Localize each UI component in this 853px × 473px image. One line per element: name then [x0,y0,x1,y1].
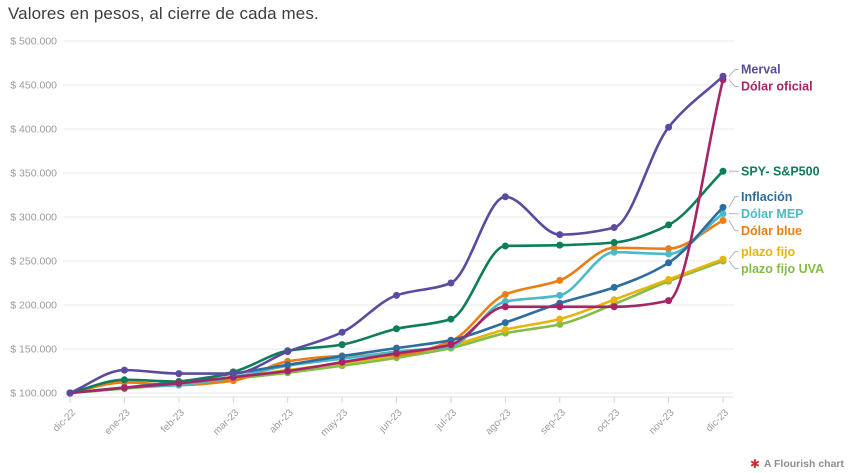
x-axis-tick-label: feb-23 [159,407,187,435]
series-dot-merval [501,193,509,201]
series-dot-inflaci-n [665,259,673,267]
series-dot-merval [229,370,237,378]
label-leader-line [728,79,739,87]
x-axis-tick-label: abr-23 [268,407,297,436]
series-end-label-spy-s-p500: SPY- S&P500 [741,164,820,178]
series-dot-inflaci-n [610,283,618,291]
series-end-label-inflaci-n: Inflación [741,190,792,204]
label-leader-line [728,220,739,232]
series-dot-spy-s-p500 [447,315,455,323]
series-dot-inflaci-n [501,319,509,327]
series-dot-merval [66,389,74,397]
series-dot-spy-s-p500 [665,221,673,229]
series-end-label-d-lar-oficial: Dólar oficial [741,80,813,94]
series-dot-merval [284,348,292,356]
series-dot-d-lar-blue [556,276,564,284]
series-end-label-d-lar-blue: Dólar blue [741,224,802,238]
series-dot-merval [719,72,727,80]
series-dot-plazo-fijo-uva [556,320,564,328]
series-dot-merval [175,370,183,378]
series-dot-merval [338,328,346,336]
series-dot-d-lar-oficial [338,358,346,366]
series-dot-merval [393,291,400,299]
y-axis-tick-label: $ 250.000 [10,256,57,268]
series-dot-plazo-fijo [665,275,673,283]
x-axis-tick-label: ene-23 [103,407,133,437]
label-leader-line [728,69,739,77]
x-axis-tick-label: dic-22 [51,407,78,434]
x-axis-tick-label: nov-23 [647,407,677,437]
series-dot-spy-s-p500 [719,167,727,175]
series-dot-inflaci-n [338,352,346,360]
series-end-label-plazo-fijo-uva: plazo fijo UVA [741,262,824,276]
y-axis-tick-label: $ 200.000 [10,300,57,312]
series-dot-spy-s-p500 [610,239,618,247]
series-dot-merval [665,123,673,131]
chart-title: Valores en pesos, al cierre de cada mes. [8,4,319,23]
series-dot-d-lar-oficial [284,367,292,375]
x-axis-tick-label: oct-23 [595,407,623,435]
label-leader-line [728,251,739,260]
series-line-merval [68,74,725,395]
series-dot-d-lar-oficial [120,384,128,392]
series-dot-d-lar-oficial [175,379,183,387]
series-dot-merval [120,366,128,374]
series-dot-spy-s-p500 [501,242,509,250]
label-leader-line [728,260,739,270]
y-axis-tick-label: $ 450.000 [10,80,57,92]
x-axis-tick-label: sep-23 [538,407,568,437]
series-dot-d-lar-mep [610,248,618,256]
label-leader-line [728,196,739,208]
series-dot-d-lar-oficial [556,303,564,311]
series-dot-d-lar-mep [501,297,509,305]
series-dot-plazo-fijo [610,296,618,304]
flourish-flower-icon: ✱ [749,457,760,471]
y-axis-tick-label: $ 150.000 [10,344,57,356]
series-dot-d-lar-mep [719,209,727,217]
x-axis-tick-label: jun-23 [376,407,404,435]
y-axis-tick-label: $ 400.000 [10,124,57,136]
series-dot-d-lar-oficial [393,349,400,357]
y-axis-tick-label: $ 300.000 [10,212,57,224]
series-dot-d-lar-oficial [447,341,455,349]
series-end-label-plazo-fijo: plazo fijo [741,245,796,259]
series-dot-d-lar-blue [501,290,509,298]
series-dot-spy-s-p500 [556,241,564,249]
series-dot-merval [447,279,455,287]
x-axis-tick-label: dic-23 [704,407,731,434]
series-dot-spy-s-p500 [338,341,346,349]
series-dot-d-lar-oficial [501,303,509,311]
series-dot-inflaci-n [284,361,292,369]
series-dot-plazo-fijo [556,315,564,323]
series-dot-inflaci-n [393,344,400,352]
flourish-attribution-link[interactable]: ✱ A Flourish chart [750,458,844,470]
y-axis-tick-label: $ 500.000 [10,36,57,48]
flourish-attribution-label: A Flourish chart [763,458,844,470]
series-dot-d-lar-mep [665,250,673,258]
x-axis-tick-label: jul-23 [433,407,459,433]
series-dot-merval [610,224,618,232]
series-dot-d-lar-blue [665,245,673,253]
series-dot-plazo-fijo [501,326,509,334]
series-dot-inflaci-n [719,203,727,211]
y-axis-tick-label: $ 350.000 [10,168,57,180]
x-axis-tick-label: ago-23 [484,407,514,437]
x-axis-tick-label: may-23 [319,407,351,439]
series-end-label-d-lar-mep: Dólar MEP [741,207,804,221]
y-axis-tick-label: $ 100.000 [10,388,57,400]
series-dot-spy-s-p500 [120,376,128,384]
series-dot-d-lar-mep [556,291,564,299]
x-axis-tick-label: mar-23 [211,407,241,437]
series-dot-merval [556,231,564,239]
series-dot-d-lar-oficial [665,297,673,305]
series-dot-plazo-fijo [719,255,727,263]
series-dot-d-lar-blue [719,217,727,225]
series-dot-d-lar-oficial [610,303,618,311]
series-dot-spy-s-p500 [393,325,400,333]
series-end-label-merval: Merval [741,63,781,77]
